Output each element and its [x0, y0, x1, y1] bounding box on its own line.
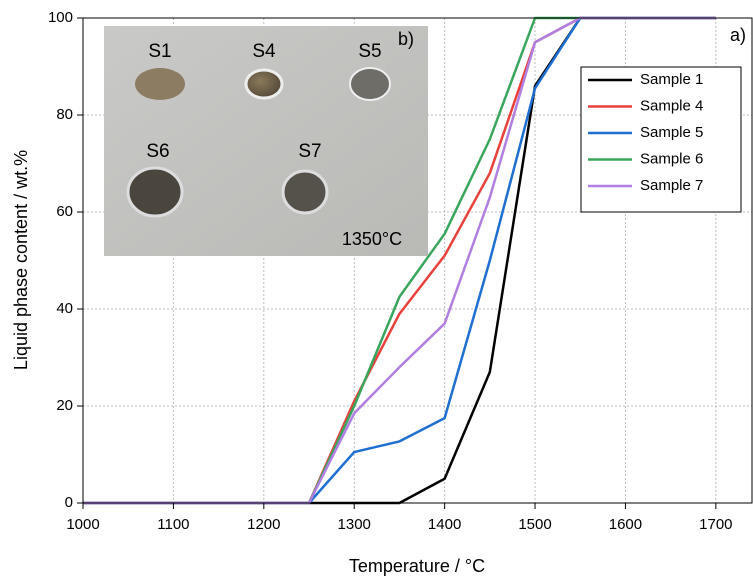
pellet [349, 67, 391, 101]
x-axis-label: Temperature / °C [349, 556, 485, 576]
legend-label: Sample 7 [640, 177, 703, 194]
inset-sample-label: S1 [148, 41, 171, 62]
inset-sample-label: S4 [252, 41, 276, 62]
inset-sample-label: S6 [146, 141, 169, 162]
x-tick-label: 1600 [609, 516, 642, 533]
panel-label: a) [730, 25, 746, 45]
y-tick-label: 60 [56, 203, 73, 220]
inset-temperature: 1350°C [342, 229, 402, 249]
pellet [281, 169, 329, 215]
x-tick-label: 1300 [338, 516, 371, 533]
series-line [83, 16, 716, 505]
legend-box [580, 66, 742, 213]
pellet [126, 166, 184, 218]
x-tick-label: 1200 [247, 516, 280, 533]
legend-label: Sample 1 [640, 71, 703, 88]
x-tick-label: 1400 [428, 516, 461, 533]
y-tick-label: 20 [56, 397, 73, 414]
x-tick-label: 1500 [518, 516, 551, 533]
legend-label: Sample 5 [640, 124, 703, 141]
inset-photo [104, 26, 428, 256]
legend-label: Sample 4 [640, 97, 703, 114]
x-tick-label: 1700 [699, 516, 732, 533]
plot-frame [82, 17, 753, 504]
photo-background [104, 26, 428, 256]
pellet [244, 68, 284, 100]
legend-label: Sample 6 [640, 150, 703, 167]
inset-label: b) [398, 29, 414, 49]
y-tick-label: 100 [48, 9, 73, 26]
x-tick-label: 1100 [157, 516, 189, 533]
inset-sample-label: S7 [298, 141, 321, 162]
y-tick-label: 40 [56, 300, 73, 317]
y-tick-label: 80 [56, 106, 73, 123]
pellet [135, 68, 185, 100]
inset-sample-label: S5 [358, 41, 381, 62]
y-tick-label: 0 [65, 494, 73, 511]
x-tick-label: 1000 [66, 516, 99, 533]
series-line [83, 16, 716, 505]
y-axis-label: Liquid phase content / wt.% [11, 150, 31, 370]
